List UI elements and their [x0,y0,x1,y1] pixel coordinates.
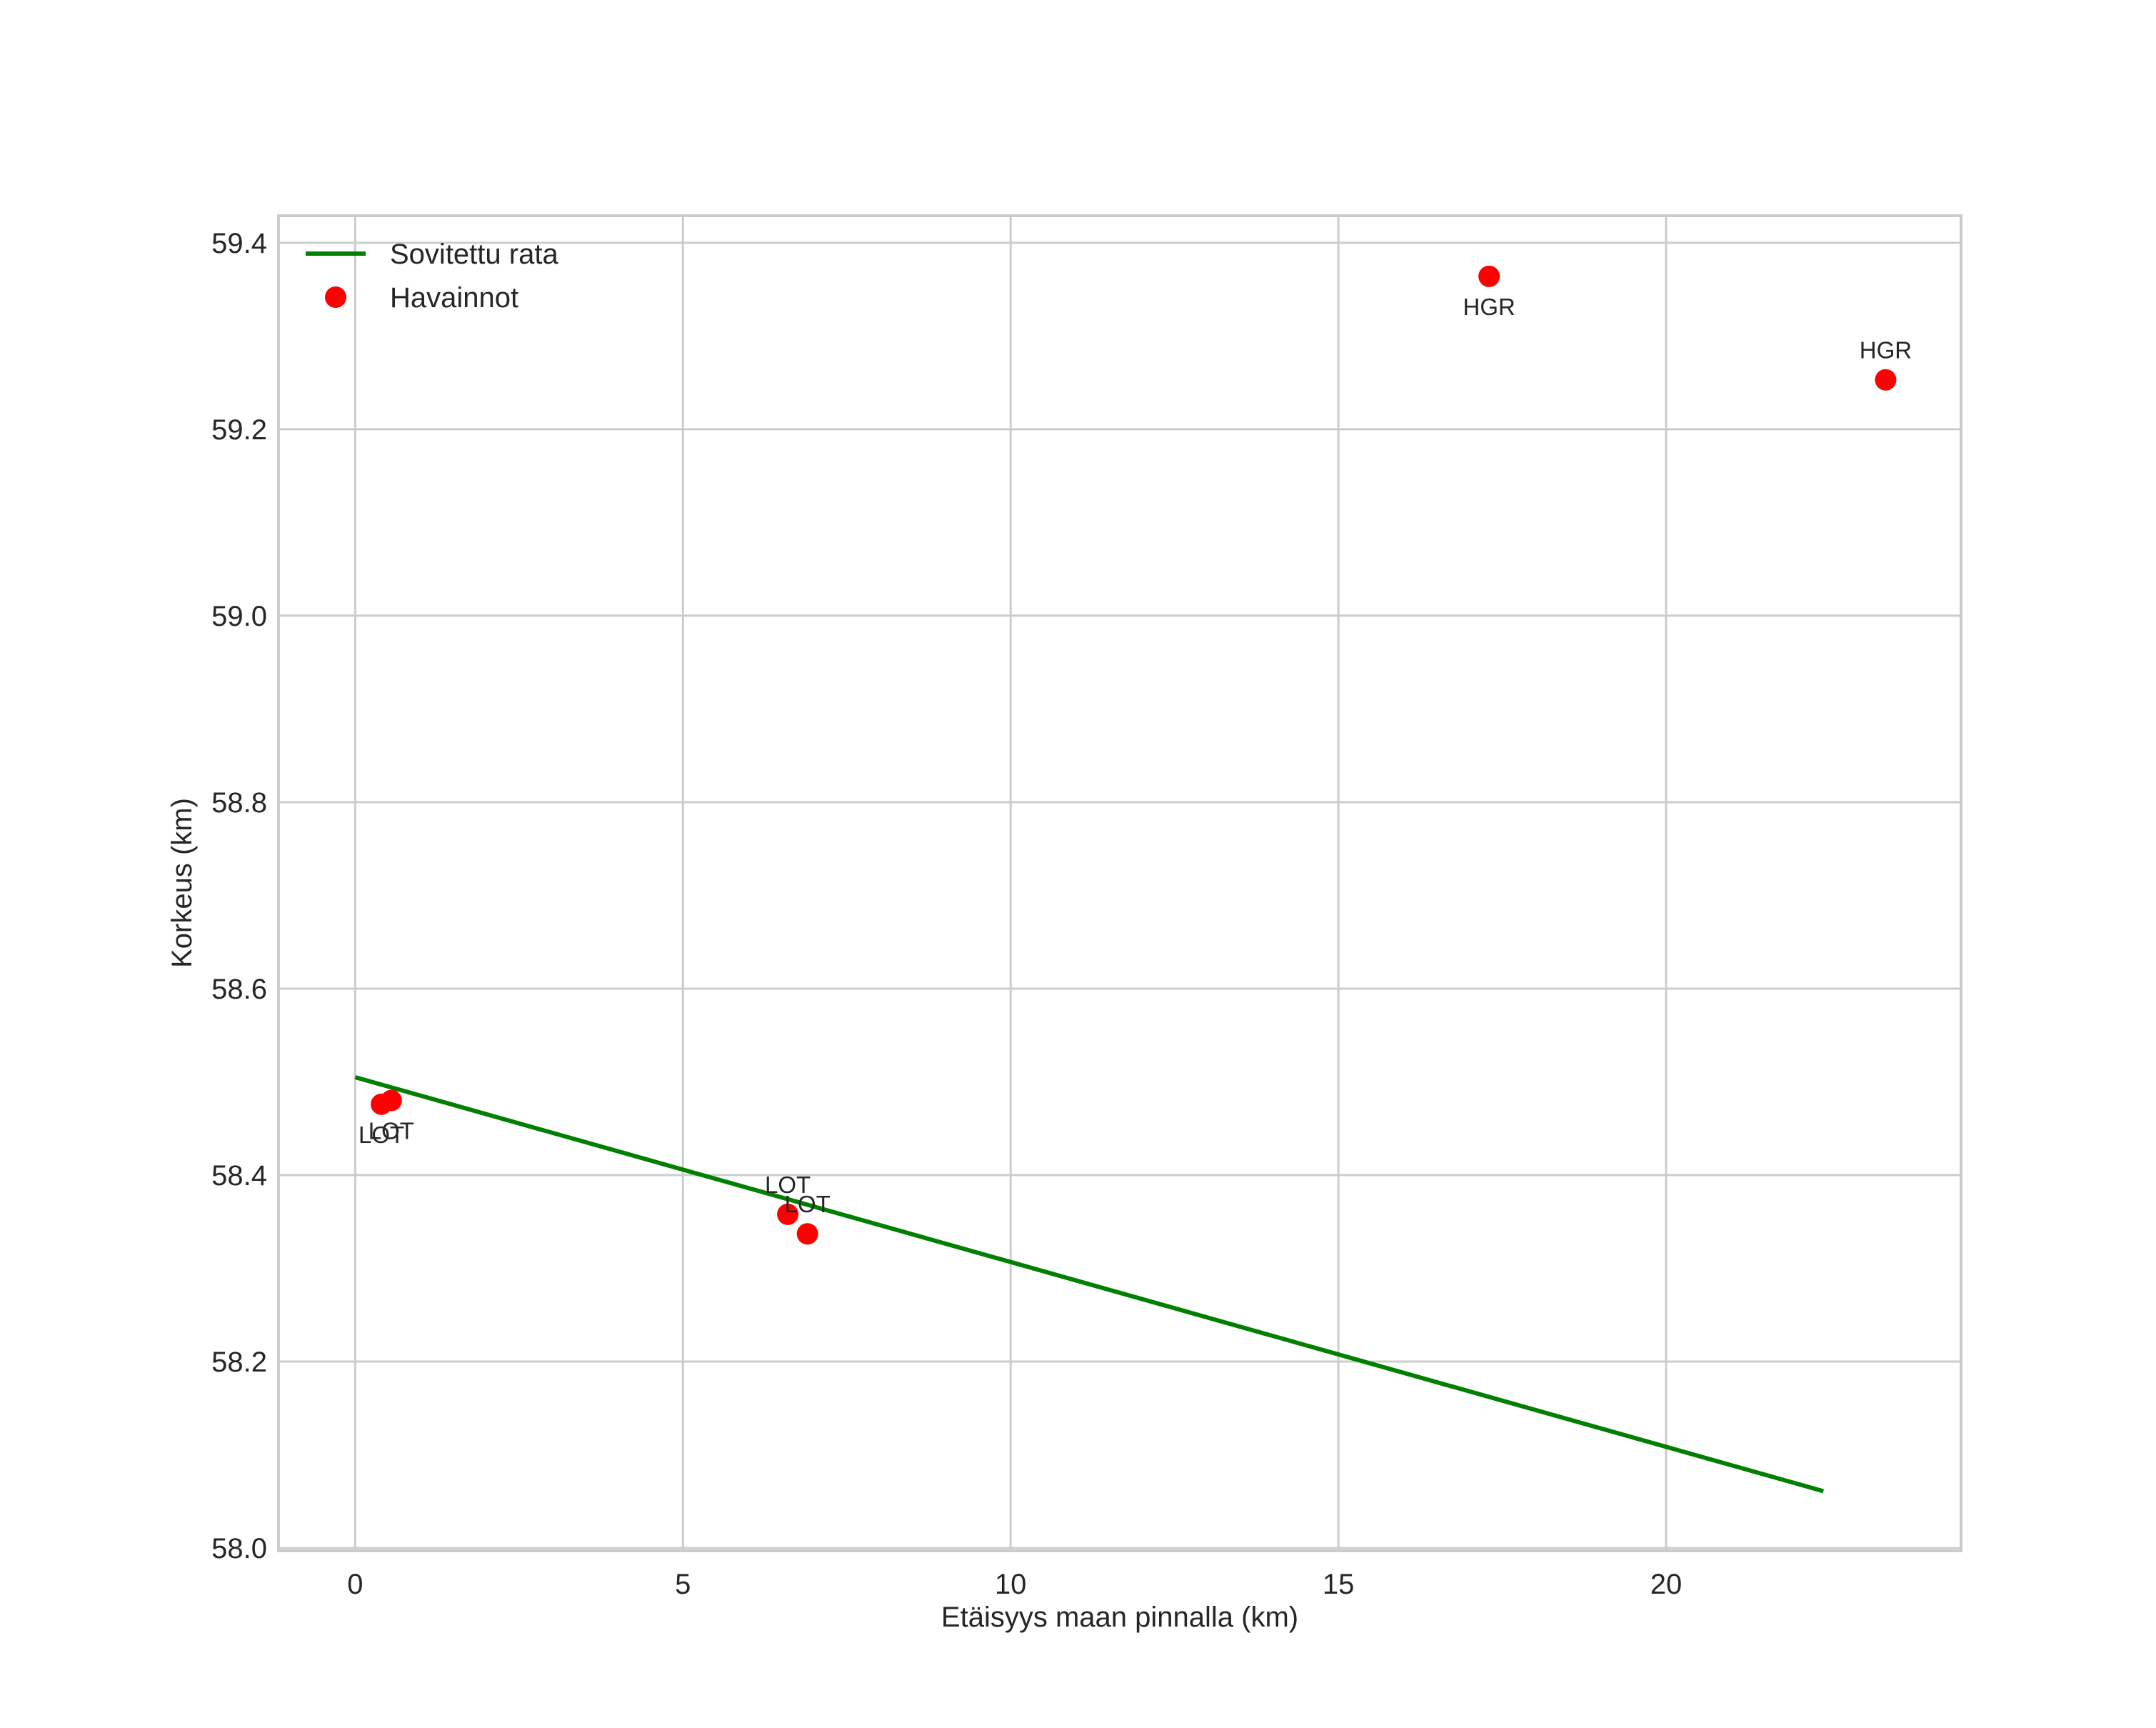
fitted-trajectory-line [354,1075,1825,1494]
y-axis-label: Korkeus (km) [166,798,198,968]
observation-point [1875,369,1897,391]
legend-marker-swatch [325,286,346,308]
y-tick-label: 58.2 [211,1347,267,1378]
x-axis-label: Etäisyys maan pinnalla (km) [941,1602,1298,1633]
observation-label: HGR [1463,294,1515,320]
grid [279,216,1961,1551]
y-tick-label: 58.6 [211,974,267,1005]
x-tick-label: 5 [675,1569,691,1600]
x-tick-label: 15 [1323,1569,1355,1600]
y-tick-label: 59.4 [211,228,267,259]
tick-labels: 0 5 10 15 20 58.0 58.2 58.4 58.6 58.8 59.0 59.2 59.4 [211,228,1682,1600]
observation-point [380,1089,402,1112]
observation-point [1478,265,1500,287]
y-tick-label: 58.8 [211,787,267,819]
plot-frame [277,214,1962,1552]
y-tick-label: 58.0 [211,1533,267,1564]
x-tick-label: 20 [1650,1569,1683,1600]
y-tick-label: 59.0 [211,601,267,632]
y-tick-label: 58.4 [211,1160,267,1192]
observation-point [796,1223,818,1245]
observation-label: LOT [765,1172,811,1198]
observation-label: LOT [359,1122,404,1148]
x-tick-label: 0 [347,1569,363,1600]
y-tick-label: 59.2 [211,414,267,446]
observation-label: LOT [368,1118,414,1144]
legend-label-observations: Havainnot [390,282,518,314]
legend-label-fit: Sovitettu rata [390,239,558,270]
observation-point [777,1203,799,1225]
observation-label: LOT [785,1191,831,1217]
legend: Sovitettu rata Havainnot [306,239,558,314]
series [354,265,1897,1494]
x-tick-label: 10 [995,1569,1027,1600]
observation-label: HGR [1860,337,1912,364]
